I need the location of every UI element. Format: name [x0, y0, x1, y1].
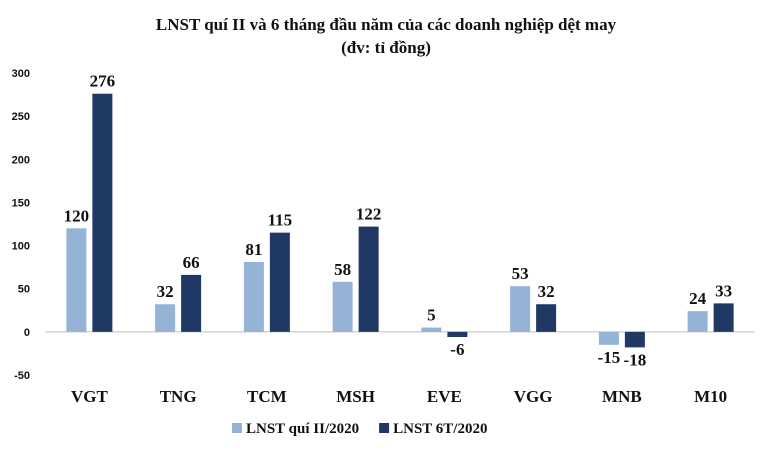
data-label: 58: [334, 260, 351, 279]
data-label: -15: [598, 348, 621, 367]
category-label-eve: EVE: [427, 387, 462, 406]
y-axis-ticks: -50 0 50 100 150 200 250 300: [12, 68, 30, 382]
legend-swatch: [379, 423, 390, 433]
bar-vgg-6t: [536, 304, 557, 332]
category-label-tng: TNG: [160, 387, 197, 406]
chart-title: LNST quí II và 6 tháng đầu năm của các d…: [156, 15, 617, 34]
data-label: -6: [450, 340, 464, 359]
data-label: 122: [356, 205, 382, 224]
category-label-msh: MSH: [336, 387, 375, 406]
y-tick-label: 250: [12, 111, 30, 123]
legend: LNST quí II/2020 LNST 6T/2020: [232, 421, 487, 437]
data-label: 120: [64, 206, 90, 225]
category-label-vgt: VGT: [71, 387, 109, 406]
data-label: 5: [427, 306, 436, 325]
data-label: 33: [715, 281, 732, 300]
bar-vgg-q2: [510, 286, 531, 332]
category-label-tcm: TCM: [247, 387, 287, 406]
bar-series: [66, 93, 734, 348]
data-label: 66: [183, 253, 200, 272]
y-tick-label: 0: [24, 327, 30, 339]
bar-tcm-6t: [269, 232, 290, 332]
legend-swatch: [232, 423, 242, 433]
y-tick-label: 200: [12, 154, 30, 166]
bar-tcm-q2: [243, 261, 264, 332]
y-tick-label: 300: [12, 68, 30, 80]
y-tick-label: -50: [14, 370, 30, 382]
y-tick-label: 50: [18, 284, 30, 296]
data-label: -18: [624, 350, 647, 369]
category-label-mnb: MNB: [602, 387, 642, 406]
bar-msh-6t: [358, 226, 379, 332]
data-labels: 120 276 32 66 81 115 58 122 5 -6 53 32 -15 -18 24 33: [64, 72, 733, 370]
bar-vgt-q2: [66, 228, 87, 332]
bar-tng-q2: [155, 304, 176, 332]
data-label: 276: [90, 72, 116, 91]
bar-m10-q2: [687, 311, 708, 332]
y-tick-label: 100: [12, 241, 30, 253]
data-label: 115: [268, 211, 293, 230]
category-label-vgg: VGG: [514, 387, 553, 406]
bar-eve-q2: [421, 327, 442, 332]
data-label: 81: [245, 240, 262, 259]
data-label: 32: [157, 282, 174, 301]
data-label: 53: [512, 264, 529, 283]
bar-tng-6t: [181, 274, 202, 332]
bar-eve-6t: [447, 331, 468, 338]
legend-label: LNST 6T/2020: [393, 421, 487, 437]
chart-subtitle: (đv: tỉ đồng): [341, 38, 431, 57]
legend-label: LNST quí II/2020: [246, 421, 359, 437]
category-label-m10: M10: [694, 387, 727, 406]
bar-mnb-q2: [598, 331, 619, 345]
bar-m10-6t: [713, 303, 734, 332]
data-label: 24: [689, 289, 707, 308]
bar-msh-q2: [332, 281, 353, 332]
bar-mnb-6t: [624, 331, 645, 348]
data-label: 32: [538, 282, 555, 301]
x-axis-categories: VGT TNG TCM MSH EVE VGG MNB M10: [71, 387, 727, 406]
y-tick-label: 150: [12, 197, 30, 209]
bar-vgt-6t: [92, 93, 113, 332]
